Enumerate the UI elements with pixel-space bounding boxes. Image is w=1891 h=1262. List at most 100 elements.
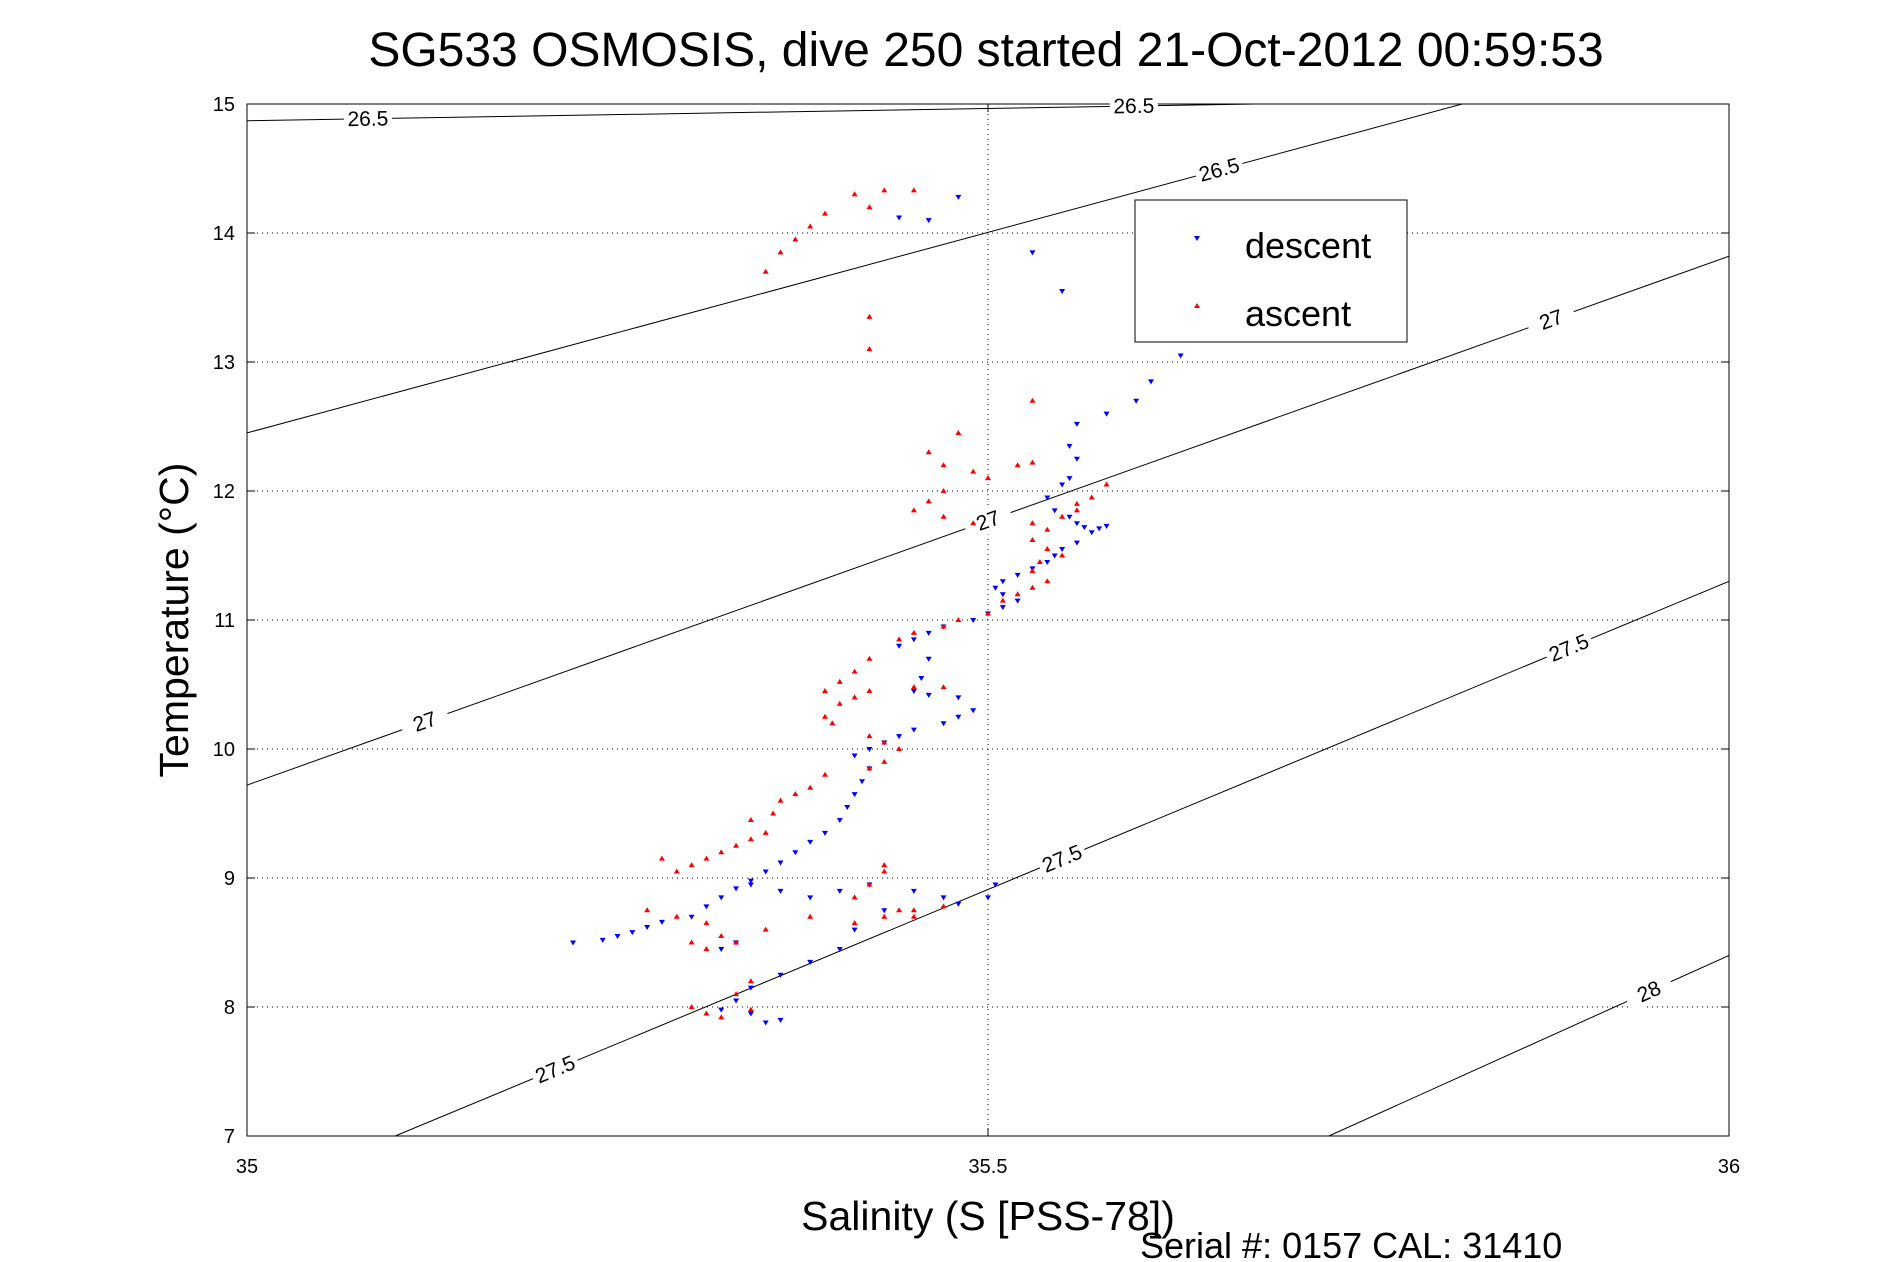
ascent-point: [940, 513, 947, 519]
ascent-point: [881, 187, 888, 193]
ascent-point: [688, 862, 695, 868]
legend-ascent-marker: [1194, 303, 1200, 308]
y-tick-label: 11: [214, 610, 235, 632]
ascent-point: [866, 655, 873, 661]
y-tick-label: 14: [213, 223, 235, 245]
descent-point: [570, 940, 577, 946]
ascent-point: [733, 991, 740, 997]
ascent-point: [910, 684, 917, 690]
ascent-point: [985, 610, 991, 616]
grid-lines: [247, 104, 1729, 1136]
ascent-point: [836, 700, 843, 706]
y-axis-label: Temperature (°C): [151, 463, 197, 778]
contour-label-bg: [1192, 150, 1246, 189]
ascent-point: [1029, 584, 1036, 590]
ascent-point: [955, 429, 962, 435]
ascent-point: [807, 913, 814, 919]
ascent-point: [733, 842, 740, 848]
ascent-point: [881, 758, 888, 764]
descent-point: [1059, 289, 1066, 295]
descent-point: [718, 1007, 725, 1013]
descent-point: [925, 656, 932, 662]
chart-title: SG533 OSMOSIS, dive 250 started 21-Oct-2…: [368, 24, 1603, 77]
ascent-point: [703, 855, 710, 861]
ascent-point: [703, 1010, 710, 1016]
contour-label: 26.5: [1113, 95, 1154, 119]
ascent-point: [1044, 526, 1051, 532]
x-tick-label: 36: [1718, 1156, 1740, 1178]
ascent-point: [1029, 567, 1036, 573]
x-axis-ticks: 35 35.5 36: [236, 104, 1740, 1178]
descent-point: [1073, 421, 1080, 427]
ascent-point: [1103, 481, 1110, 487]
descent-point: [851, 753, 858, 759]
descent-point: [1066, 476, 1073, 482]
descent-point: [851, 792, 858, 798]
descent-point: [992, 585, 999, 591]
ascent-point: [821, 687, 828, 693]
descent-point: [910, 727, 917, 733]
descent-point: [1029, 250, 1036, 256]
descent-point: [955, 695, 962, 701]
descent-point: [718, 895, 725, 901]
descent-point: [807, 895, 814, 901]
descent-point: [1066, 514, 1073, 520]
ascent-point: [747, 816, 754, 822]
density-contour-line: [247, 104, 1255, 122]
descent-point: [896, 734, 903, 740]
descent-point: [1051, 508, 1058, 514]
ascent-point: [1044, 578, 1051, 584]
descent-point: [1044, 559, 1051, 565]
ascent-point: [1029, 537, 1036, 543]
ascent-point: [688, 939, 695, 945]
ascent-point: [658, 855, 665, 861]
ascent-point: [896, 907, 903, 913]
ascent-point: [910, 187, 917, 193]
ascent-point: [999, 597, 1006, 603]
descent-point: [896, 643, 903, 649]
y-tick-label: 13: [213, 352, 235, 374]
ascent-point: [866, 765, 873, 771]
ascent-point: [1073, 500, 1080, 506]
ascent-point: [821, 771, 828, 777]
descent-point: [1073, 521, 1080, 527]
ascent-point: [1088, 494, 1095, 500]
descent-point: [1088, 530, 1095, 536]
x-axis-label: Salinity (S [PSS-78]): [801, 1193, 1175, 1239]
ascent-point: [910, 907, 917, 913]
descent-point: [792, 850, 799, 856]
descent-point: [1066, 443, 1073, 449]
legend: descent ascent: [1134, 199, 1408, 343]
descent-point: [599, 937, 606, 943]
descent-point: [1059, 547, 1066, 553]
descent-point: [1177, 353, 1184, 359]
ascent-point: [851, 668, 858, 674]
descent-point: [762, 1020, 769, 1026]
descent-point: [955, 194, 962, 200]
descent-point: [1103, 411, 1110, 417]
ascent-point: [829, 720, 836, 726]
ascent-point: [851, 694, 858, 700]
descent-point: [747, 985, 754, 991]
descent-point: [836, 817, 843, 823]
ascent-point: [644, 907, 651, 913]
descent-point: [999, 605, 1006, 611]
y-tick-label: 7: [224, 1126, 235, 1148]
ascent-point: [747, 836, 754, 842]
legend-box: [1134, 199, 1408, 343]
ascent-point: [940, 623, 947, 629]
descent-point: [999, 579, 1006, 585]
descent-point: [918, 676, 925, 682]
ascent-point: [770, 810, 777, 816]
ascent-point: [821, 713, 828, 719]
descent-point: [940, 721, 947, 727]
ascent-point: [1036, 558, 1043, 564]
ascent-point: [940, 488, 947, 493]
data-points: [570, 187, 1184, 1026]
descent-point: [614, 934, 621, 940]
y-tick-label: 10: [213, 739, 235, 761]
ascent-point: [866, 687, 873, 693]
ascent-point: [940, 462, 947, 468]
descent-point: [955, 714, 962, 720]
descent-point: [985, 895, 991, 901]
